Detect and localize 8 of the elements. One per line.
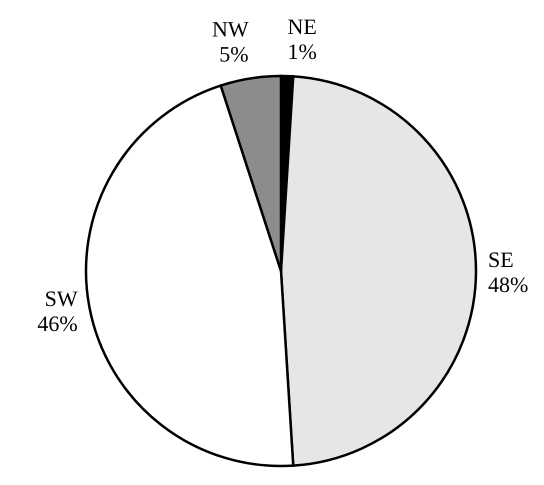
slice-label: NW <box>212 16 249 42</box>
data-label: 46% <box>37 310 78 336</box>
data-label: 48% <box>488 272 528 297</box>
slice-label: NE <box>288 14 317 40</box>
slice-label: SE <box>488 247 514 272</box>
data-label: 5% <box>219 42 249 67</box>
data-label: 1% <box>288 39 317 64</box>
slice-label: SW <box>44 286 78 311</box>
